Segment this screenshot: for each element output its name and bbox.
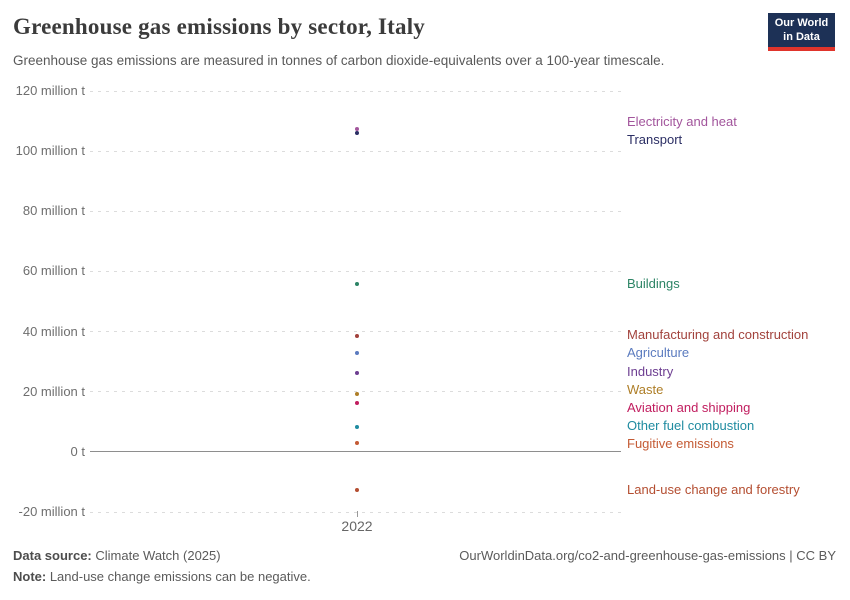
y-axis-tick-label: -20 million t [18, 504, 85, 519]
series-label-waste[interactable]: Waste [627, 381, 664, 397]
chart-subtitle: Greenhouse gas emissions are measured in… [13, 53, 665, 68]
data-source-label: Data source: [13, 548, 92, 563]
x-axis-tick-label: 2022 [341, 518, 373, 534]
data-source-value: Climate Watch (2025) [91, 548, 221, 563]
y-axis-tick-label: 120 million t [15, 83, 85, 98]
owid-citation-link[interactable]: OurWorldinData.org/co2-and-greenhouse-ga… [459, 548, 836, 563]
owid-logo-text: Our World in Data [768, 13, 835, 47]
y-axis-tick-label: 100 million t [15, 143, 85, 159]
data-point-fugitive-emissions [355, 440, 359, 445]
series-label-agriculture[interactable]: Agriculture [627, 345, 690, 361]
y-axis-tick-label: 0 t [70, 443, 85, 459]
y-axis-tick-label: 20 million t [22, 383, 85, 399]
x-axis-tick-mark [357, 511, 358, 517]
series-label-fugitive-emissions[interactable]: Fugitive emissions [627, 435, 734, 451]
y-axis-tick-label: 60 million t [22, 263, 85, 279]
data-point-electricity-and-heat [355, 126, 359, 131]
gridline [90, 150, 621, 152]
owid-logo[interactable]: Our World in Data [768, 13, 835, 51]
data-point-manufacturing-and-construction [355, 333, 359, 338]
series-label-aviation-and-shipping[interactable]: Aviation and shipping [627, 399, 751, 415]
note-line: Note: Land-use change emissions can be n… [13, 569, 311, 584]
note-value: Land-use change emissions can be negativ… [46, 569, 311, 584]
data-point-industry [355, 370, 359, 375]
gridline [90, 511, 621, 513]
data-point-transport [355, 130, 359, 135]
series-label-land-use-change-and-forestry[interactable]: Land-use change and forestry [627, 482, 800, 498]
data-point-waste [355, 391, 359, 396]
data-point-buildings [355, 282, 359, 287]
gridline [90, 270, 621, 272]
series-label-transport[interactable]: Transport [627, 131, 683, 147]
note-label: Note: [13, 569, 47, 584]
y-axis-tick-label: 40 million t [22, 323, 85, 339]
series-label-manufacturing-and-construction[interactable]: Manufacturing and construction [627, 327, 809, 343]
owid-logo-red-bar [768, 47, 835, 51]
series-label-other-fuel-combustion[interactable]: Other fuel combustion [627, 417, 755, 433]
data-point-land-use-change-and-forestry [355, 488, 359, 493]
zero-axis-line [90, 451, 621, 453]
gridline [90, 331, 621, 333]
series-label-electricity-and-heat[interactable]: Electricity and heat [627, 113, 737, 129]
gridline [90, 90, 621, 92]
data-point-aviation-and-shipping [355, 400, 359, 405]
owid-logo-line1: Our World [774, 17, 829, 29]
series-label-industry[interactable]: Industry [627, 363, 674, 379]
page-title: Greenhouse gas emissions by sector, Ital… [13, 14, 425, 39]
owid-logo-line2: in Data [783, 30, 820, 43]
gridline [90, 210, 621, 212]
data-point-agriculture [355, 350, 359, 355]
y-axis-tick-label: 80 million t [22, 203, 85, 219]
data-point-other-fuel-combustion [355, 424, 359, 429]
data-source-line: Data source: Climate Watch (2025) [13, 548, 221, 563]
series-label-buildings[interactable]: Buildings [627, 276, 680, 292]
